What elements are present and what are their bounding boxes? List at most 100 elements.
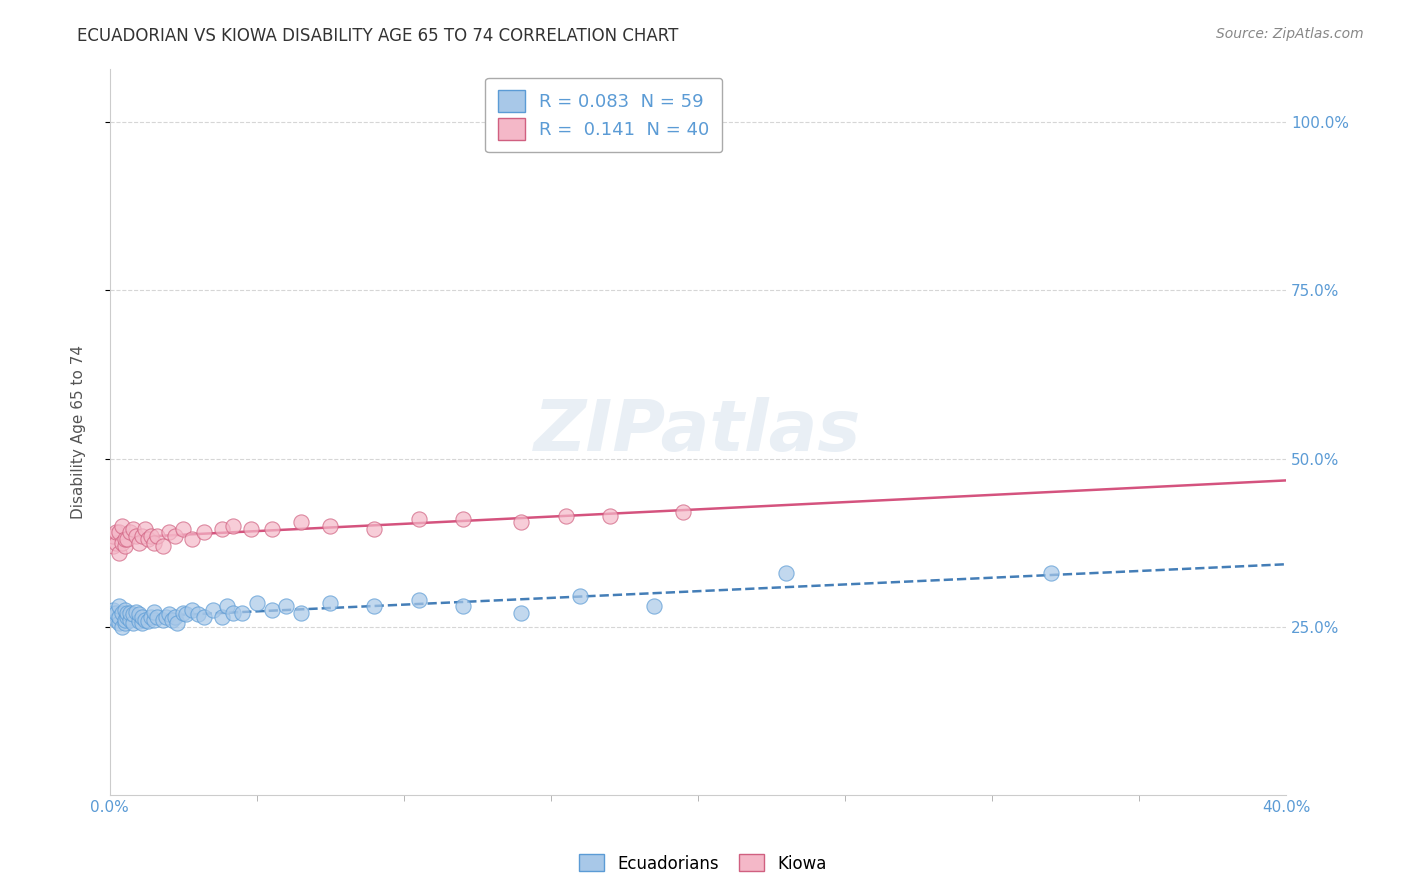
Point (319, 596, 342, 610)
Point (104, 613, 127, 627)
Point (107, 616, 129, 631)
Point (193, 609, 215, 624)
Point (363, 599, 385, 614)
Point (146, 529, 169, 543)
Point (131, 616, 153, 631)
Point (122, 607, 145, 622)
Point (107, 546, 129, 560)
Point (408, 592, 430, 607)
Point (231, 606, 253, 620)
Point (290, 516, 312, 530)
Point (131, 609, 153, 624)
Point (114, 539, 136, 553)
Point (211, 609, 233, 624)
Point (110, 619, 132, 633)
Point (222, 606, 245, 620)
Point (193, 525, 215, 540)
Point (142, 613, 165, 627)
Point (110, 606, 132, 620)
Point (217, 599, 239, 614)
Point (134, 522, 156, 536)
Point (176, 607, 198, 622)
Point (128, 614, 150, 628)
Point (201, 603, 224, 617)
Point (775, 566, 797, 580)
Point (172, 606, 194, 620)
Legend: Ecuadorians, Kiowa: Ecuadorians, Kiowa (572, 847, 834, 880)
Point (110, 535, 132, 549)
Point (160, 613, 183, 627)
Legend: R = 0.083  N = 59, R =  0.141  N = 40: R = 0.083 N = 59, R = 0.141 N = 40 (485, 78, 723, 153)
Text: ECUADORIAN VS KIOWA DISABILITY AGE 65 TO 74 CORRELATION CHART: ECUADORIAN VS KIOWA DISABILITY AGE 65 TO… (77, 27, 679, 45)
Point (107, 609, 129, 624)
Point (408, 512, 430, 526)
Point (114, 616, 136, 631)
Text: Source: ZipAtlas.com: Source: ZipAtlas.com (1216, 27, 1364, 41)
Text: ZIPatlas: ZIPatlas (534, 397, 862, 467)
Point (1039, 566, 1062, 580)
Point (363, 522, 385, 536)
Point (117, 532, 139, 546)
Point (599, 508, 621, 523)
Point (136, 614, 159, 628)
Point (163, 529, 186, 543)
Point (114, 532, 136, 546)
Point (101, 606, 124, 620)
Point (122, 616, 145, 631)
Point (672, 505, 695, 519)
Point (240, 522, 263, 536)
Point (101, 603, 124, 617)
Point (107, 525, 129, 540)
Point (101, 609, 124, 624)
Point (211, 522, 233, 536)
Point (142, 605, 165, 619)
Point (157, 525, 180, 540)
Point (222, 518, 245, 533)
Point (139, 609, 162, 624)
Point (131, 529, 153, 543)
Point (181, 532, 204, 546)
Point (120, 613, 142, 627)
Point (128, 535, 150, 549)
Point (128, 607, 150, 622)
Point (155, 609, 177, 624)
Point (146, 609, 169, 624)
Point (120, 525, 142, 540)
Point (101, 539, 124, 553)
Point (125, 529, 148, 543)
Point (117, 609, 139, 624)
Point (117, 606, 139, 620)
Point (114, 603, 136, 617)
Point (152, 539, 174, 553)
Point (554, 508, 576, 523)
Point (510, 606, 533, 620)
Point (107, 599, 129, 614)
Point (122, 522, 145, 536)
Point (101, 529, 124, 543)
Point (246, 596, 269, 610)
Y-axis label: Disability Age 65 to 74: Disability Age 65 to 74 (72, 344, 86, 518)
Point (451, 512, 474, 526)
Point (276, 599, 298, 614)
Point (451, 599, 474, 614)
Point (166, 616, 188, 631)
Point (157, 607, 180, 622)
Point (510, 516, 533, 530)
Point (104, 606, 127, 620)
Point (172, 522, 194, 536)
Point (152, 613, 174, 627)
Point (260, 603, 283, 617)
Point (181, 603, 204, 617)
Point (139, 529, 162, 543)
Point (134, 613, 156, 627)
Point (120, 606, 142, 620)
Point (110, 518, 132, 533)
Point (114, 613, 136, 627)
Point (125, 605, 148, 619)
Point (260, 522, 283, 536)
Point (136, 532, 159, 546)
Point (319, 518, 342, 533)
Point (290, 606, 312, 620)
Point (163, 609, 186, 624)
Point (569, 590, 592, 604)
